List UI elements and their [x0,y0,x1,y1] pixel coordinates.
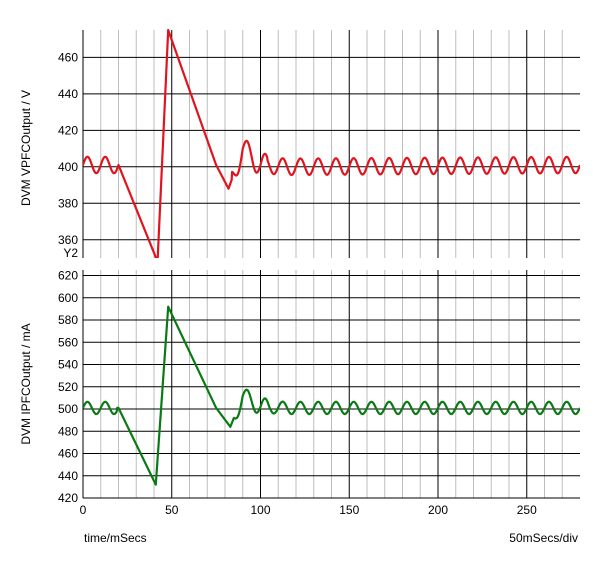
voltage-series-line [83,28,580,258]
y-tick-label: 440 [58,87,78,101]
y-tick-label: 380 [58,196,78,210]
voltage-chart-panel: 360 380 400 420 440 460 DVM VPFCOutput / V Y2 [19,28,580,260]
current-x-ticks: 0 50 100 150 200 250 [80,503,537,517]
voltage-y-ticks: 360 380 400 420 440 460 [58,50,78,246]
y-tick-label: 520 [58,380,78,394]
voltage-corner-label: Y2 [63,246,78,260]
voltage-y-axis-label: DVM VPFCOutput / V [19,90,33,206]
y-tick-label: 440 [58,469,78,483]
x-tick-label: 50 [165,503,179,517]
voltage-series-group [83,28,580,258]
y-tick-label: 540 [58,358,78,372]
current-y-axis-label: DVM IPFCOutput / mA [19,323,33,444]
current-y-ticks: 420 440 460 480 500 520 540 560 580 600 620 [58,269,78,505]
y-tick-label: 500 [58,402,78,416]
current-series-group [83,305,580,486]
y-tick-label: 460 [58,50,78,64]
y-tick-label: 400 [58,160,78,174]
current-chart-panel: 420 440 460 480 500 520 540 560 580 600 620 0 50 100… [19,269,580,545]
x-tick-label: 0 [80,503,87,517]
x-tick-label: 250 [517,503,537,517]
y-tick-label: 420 [58,123,78,137]
y-tick-label: 600 [58,291,78,305]
y-tick-label: 480 [58,424,78,438]
voltage-grid [82,30,580,258]
x-tick-label: 200 [428,503,448,517]
x-tick-label: 100 [250,503,270,517]
y-tick-label: 560 [58,335,78,349]
y-tick-label: 580 [58,313,78,327]
x-axis-label: time/mSecs [84,531,147,545]
y-tick-label: 420 [58,491,78,505]
y-tick-label: 620 [58,269,78,283]
x-scale-note: 50mSecs/div [509,531,578,545]
y-tick-label: 460 [58,447,78,461]
current-series-line [83,305,580,486]
x-tick-label: 150 [339,503,359,517]
y-tick-label: 360 [58,233,78,247]
